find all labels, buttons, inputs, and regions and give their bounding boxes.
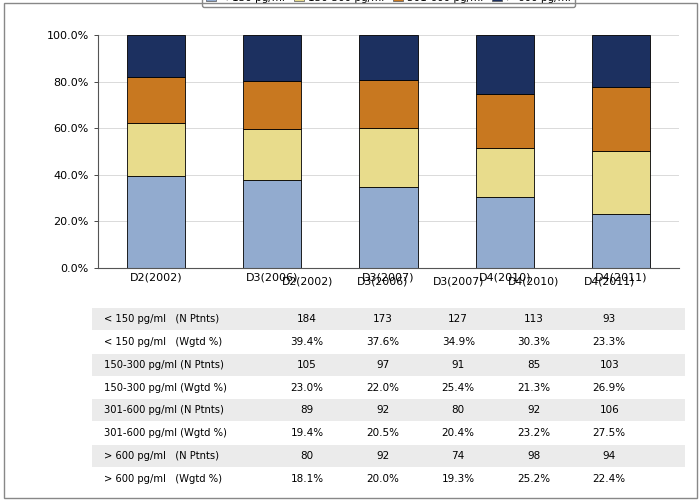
Text: 92: 92: [527, 406, 540, 415]
Text: 301-600 pg/ml (Wgtd %): 301-600 pg/ml (Wgtd %): [104, 428, 227, 438]
FancyBboxPatch shape: [92, 354, 685, 376]
FancyBboxPatch shape: [92, 445, 685, 467]
Bar: [592, 151, 650, 214]
Bar: [476, 94, 533, 148]
Text: 19.4%: 19.4%: [290, 428, 323, 438]
Bar: [592, 35, 650, 87]
Text: 25.2%: 25.2%: [517, 474, 550, 484]
Text: 150-300 pg/ml (Wgtd %): 150-300 pg/ml (Wgtd %): [104, 382, 227, 392]
Text: 105: 105: [298, 360, 317, 370]
Text: 94: 94: [603, 451, 616, 461]
Text: 173: 173: [373, 314, 393, 324]
Text: D3(2007): D3(2007): [433, 277, 484, 287]
Text: > 600 pg/ml   (Wgtd %): > 600 pg/ml (Wgtd %): [104, 474, 222, 484]
Text: 37.6%: 37.6%: [366, 337, 399, 347]
Text: 20.4%: 20.4%: [442, 428, 475, 438]
Text: 92: 92: [376, 451, 389, 461]
Text: D4(2010): D4(2010): [508, 277, 559, 287]
Bar: [244, 180, 302, 268]
Bar: [476, 148, 533, 198]
FancyBboxPatch shape: [92, 422, 685, 444]
Bar: [476, 35, 533, 94]
Text: 98: 98: [527, 451, 540, 461]
Text: 19.3%: 19.3%: [442, 474, 475, 484]
Legend: < 150 pg/ml, 150-300 pg/ml, 301-600 pg/ml, > 600 pg/ml: < 150 pg/ml, 150-300 pg/ml, 301-600 pg/m…: [202, 0, 575, 8]
Text: 127: 127: [448, 314, 468, 324]
Text: 23.3%: 23.3%: [593, 337, 626, 347]
Bar: [127, 35, 186, 78]
Text: 89: 89: [300, 406, 314, 415]
Text: 26.9%: 26.9%: [593, 382, 626, 392]
Bar: [244, 35, 302, 82]
Text: 93: 93: [603, 314, 616, 324]
Text: 106: 106: [599, 406, 620, 415]
Bar: [360, 80, 418, 128]
Text: 27.5%: 27.5%: [593, 428, 626, 438]
FancyBboxPatch shape: [92, 376, 685, 398]
FancyBboxPatch shape: [92, 308, 685, 330]
Bar: [592, 214, 650, 268]
Bar: [244, 82, 302, 129]
Bar: [592, 87, 650, 151]
Bar: [127, 122, 186, 176]
Text: 92: 92: [376, 406, 389, 415]
Text: D4(2011): D4(2011): [584, 277, 635, 287]
Text: < 150 pg/ml   (N Ptnts): < 150 pg/ml (N Ptnts): [104, 314, 219, 324]
Text: 34.9%: 34.9%: [442, 337, 475, 347]
Bar: [360, 186, 418, 268]
Text: 113: 113: [524, 314, 544, 324]
Bar: [244, 129, 302, 180]
Text: 85: 85: [527, 360, 540, 370]
Text: 18.1%: 18.1%: [290, 474, 323, 484]
Text: 23.0%: 23.0%: [290, 382, 323, 392]
Text: D2(2002): D2(2002): [281, 277, 332, 287]
Text: 184: 184: [298, 314, 317, 324]
Text: 301-600 pg/ml (N Ptnts): 301-600 pg/ml (N Ptnts): [104, 406, 224, 415]
Text: < 150 pg/ml   (Wgtd %): < 150 pg/ml (Wgtd %): [104, 337, 222, 347]
Text: 30.3%: 30.3%: [517, 337, 550, 347]
Text: 22.0%: 22.0%: [366, 382, 399, 392]
Text: 20.5%: 20.5%: [366, 428, 399, 438]
FancyBboxPatch shape: [92, 468, 685, 489]
Text: 21.3%: 21.3%: [517, 382, 550, 392]
Text: 97: 97: [376, 360, 389, 370]
Bar: [476, 198, 533, 268]
Text: 80: 80: [452, 406, 465, 415]
Bar: [127, 176, 186, 268]
Bar: [127, 78, 186, 122]
FancyBboxPatch shape: [92, 331, 685, 353]
Text: 74: 74: [452, 451, 465, 461]
Text: 80: 80: [300, 451, 314, 461]
Text: 91: 91: [452, 360, 465, 370]
Bar: [360, 128, 418, 186]
Text: > 600 pg/ml   (N Ptnts): > 600 pg/ml (N Ptnts): [104, 451, 219, 461]
Text: D3(2006): D3(2006): [357, 277, 408, 287]
Text: 22.4%: 22.4%: [593, 474, 626, 484]
Text: 20.0%: 20.0%: [366, 474, 399, 484]
Text: 23.2%: 23.2%: [517, 428, 550, 438]
Text: 103: 103: [599, 360, 620, 370]
Bar: [360, 35, 418, 80]
Text: 39.4%: 39.4%: [290, 337, 323, 347]
FancyBboxPatch shape: [92, 400, 685, 421]
Text: 25.4%: 25.4%: [442, 382, 475, 392]
Text: 150-300 pg/ml (N Ptnts): 150-300 pg/ml (N Ptnts): [104, 360, 224, 370]
